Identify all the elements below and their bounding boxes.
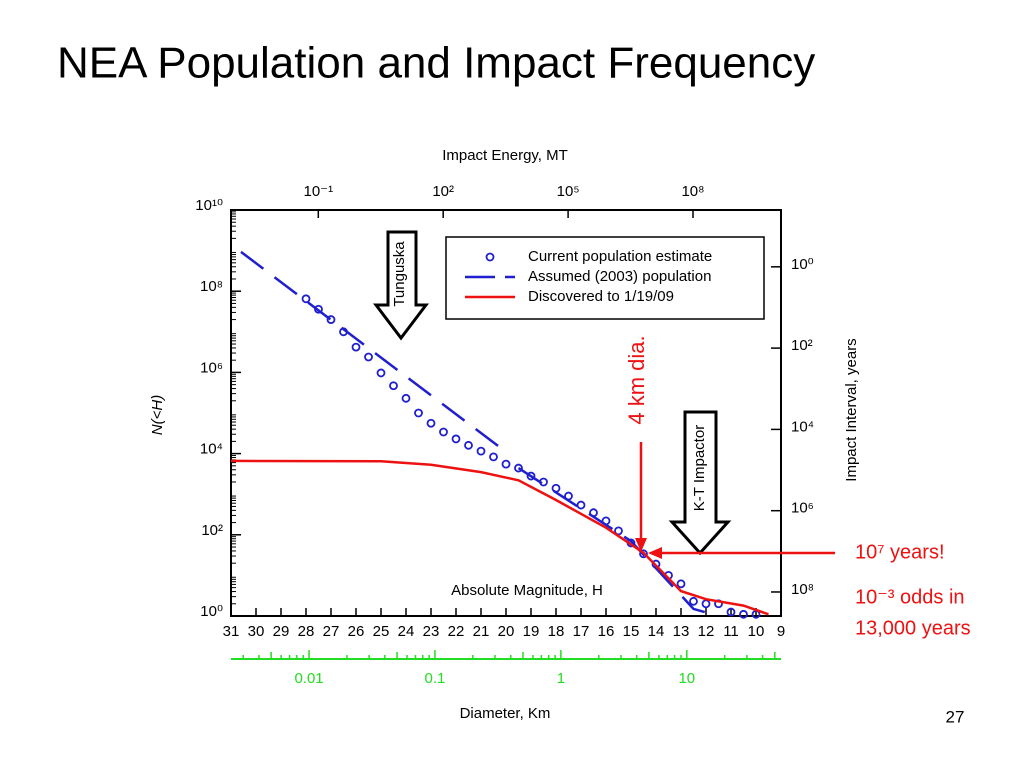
x3-tick-label: 0.01 <box>294 670 323 687</box>
kt-label: K-T Impactor <box>691 425 708 511</box>
data-point <box>739 609 748 619</box>
x-tick-label: 12 <box>698 623 715 640</box>
x3-axis-label: Diameter, Km <box>460 705 551 722</box>
x2-tick-label: 10⁻¹ <box>303 183 333 200</box>
data-point <box>389 381 398 391</box>
x-tick-label: 13 <box>673 623 690 640</box>
x2-tick-label: 10⁸ <box>681 183 704 200</box>
y2-tick-label: 10⁸ <box>791 581 814 598</box>
y-tick-label: 10¹⁰ <box>195 197 223 214</box>
x-tick-label: 18 <box>548 623 565 640</box>
y-tick-label: 10⁰ <box>200 603 223 620</box>
x3-tick-label: 10 <box>678 670 695 687</box>
data-point <box>576 500 586 510</box>
x-axis-label: Absolute Magnitude, H <box>451 582 603 599</box>
x-tick-label: 31 <box>223 623 240 640</box>
x2-tick-label: 10² <box>432 183 454 200</box>
x-tick-label: 29 <box>273 623 290 640</box>
slide-title: NEA Population and Impact Frequency <box>57 39 815 88</box>
annotations: 4 km dia. 10⁷ years! 10⁻³ odds in 13,000… <box>624 335 971 639</box>
y2-tick-label: 10² <box>791 337 813 354</box>
data-point <box>401 393 411 403</box>
x-tick-label: 17 <box>573 623 590 640</box>
x-tick-label: 28 <box>298 623 315 640</box>
x-tick-label: 26 <box>348 623 365 640</box>
data-point <box>514 463 523 473</box>
data-point <box>551 483 561 493</box>
legend-label: Current population estimate <box>528 248 712 265</box>
data-point <box>489 452 498 462</box>
x-tick-label: 16 <box>598 623 615 640</box>
series-line <box>230 459 769 616</box>
y-axis-label: N(<H) <box>149 395 166 435</box>
data-point <box>501 459 511 469</box>
legend-label: Discovered to 1/19/09 <box>528 288 674 305</box>
data-point <box>701 599 711 609</box>
data-point <box>676 579 686 589</box>
x-tick-label: 30 <box>248 623 265 640</box>
data-point <box>639 549 648 559</box>
x-tick-label: 14 <box>648 623 665 640</box>
down-arrow-head <box>635 538 647 552</box>
x-tick-label: 23 <box>423 623 440 640</box>
y2-tick-label: 10⁴ <box>791 418 814 435</box>
tunguska-label: Tunguska <box>391 241 408 307</box>
diameter-note: 4 km dia. <box>624 335 649 424</box>
odds-note: 10⁻³ odds in <box>855 586 965 608</box>
x-tick-label: 10 <box>748 623 765 640</box>
y-tick-label: 10⁸ <box>200 278 223 295</box>
data-point <box>414 408 423 418</box>
tunguska-arrow <box>372 230 430 341</box>
data-point <box>476 446 486 456</box>
data-point <box>614 526 623 536</box>
legend-label: Assumed (2003) population <box>528 268 711 285</box>
data-point <box>726 607 736 617</box>
kt-arrow <box>668 410 732 556</box>
x2-axis-label: Impact Energy, MT <box>442 147 568 164</box>
series-line <box>240 250 719 618</box>
data-point <box>326 315 336 324</box>
x-tick-label: 19 <box>523 623 540 640</box>
x-tick-label: 27 <box>323 623 340 640</box>
data-point <box>426 418 436 428</box>
data-point <box>451 434 461 444</box>
x-tick-label: 22 <box>448 623 465 640</box>
x-tick-label: 11 <box>723 623 739 640</box>
x3-tick-label: 0.1 <box>425 670 446 687</box>
data-point <box>376 368 386 378</box>
y-tick-label: 10² <box>201 522 223 539</box>
y2-axis-label: Impact Interval, years <box>843 338 860 481</box>
data-point <box>439 427 448 437</box>
y-tick-label: 10⁶ <box>200 359 223 376</box>
x-tick-label: 24 <box>398 623 415 640</box>
odds-note: 13,000 years <box>855 617 971 639</box>
data-point <box>301 294 311 304</box>
x3-tick-label: 1 <box>557 670 565 687</box>
legend-box <box>445 236 765 320</box>
x-tick-label: 21 <box>473 623 490 640</box>
data-point <box>351 342 361 352</box>
data-point <box>364 352 373 362</box>
y-tick-label: 10⁴ <box>200 441 223 458</box>
x-tick-label: 20 <box>498 623 515 640</box>
x-tick-label: 9 <box>777 623 785 640</box>
legend-marker <box>485 252 495 262</box>
x-tick-label: 25 <box>373 623 390 640</box>
x2-tick-label: 10⁵ <box>557 183 580 200</box>
page-number: 27 <box>946 707 965 726</box>
y2-tick-label: 10⁶ <box>791 500 814 517</box>
data-point <box>464 440 473 450</box>
y2-tick-label: 10⁰ <box>791 256 814 273</box>
data-point <box>689 596 698 606</box>
data-point <box>526 471 536 481</box>
x-tick-label: 15 <box>623 623 640 640</box>
years-note: 10⁷ years! <box>855 541 945 563</box>
left-arrow-head <box>648 547 662 559</box>
